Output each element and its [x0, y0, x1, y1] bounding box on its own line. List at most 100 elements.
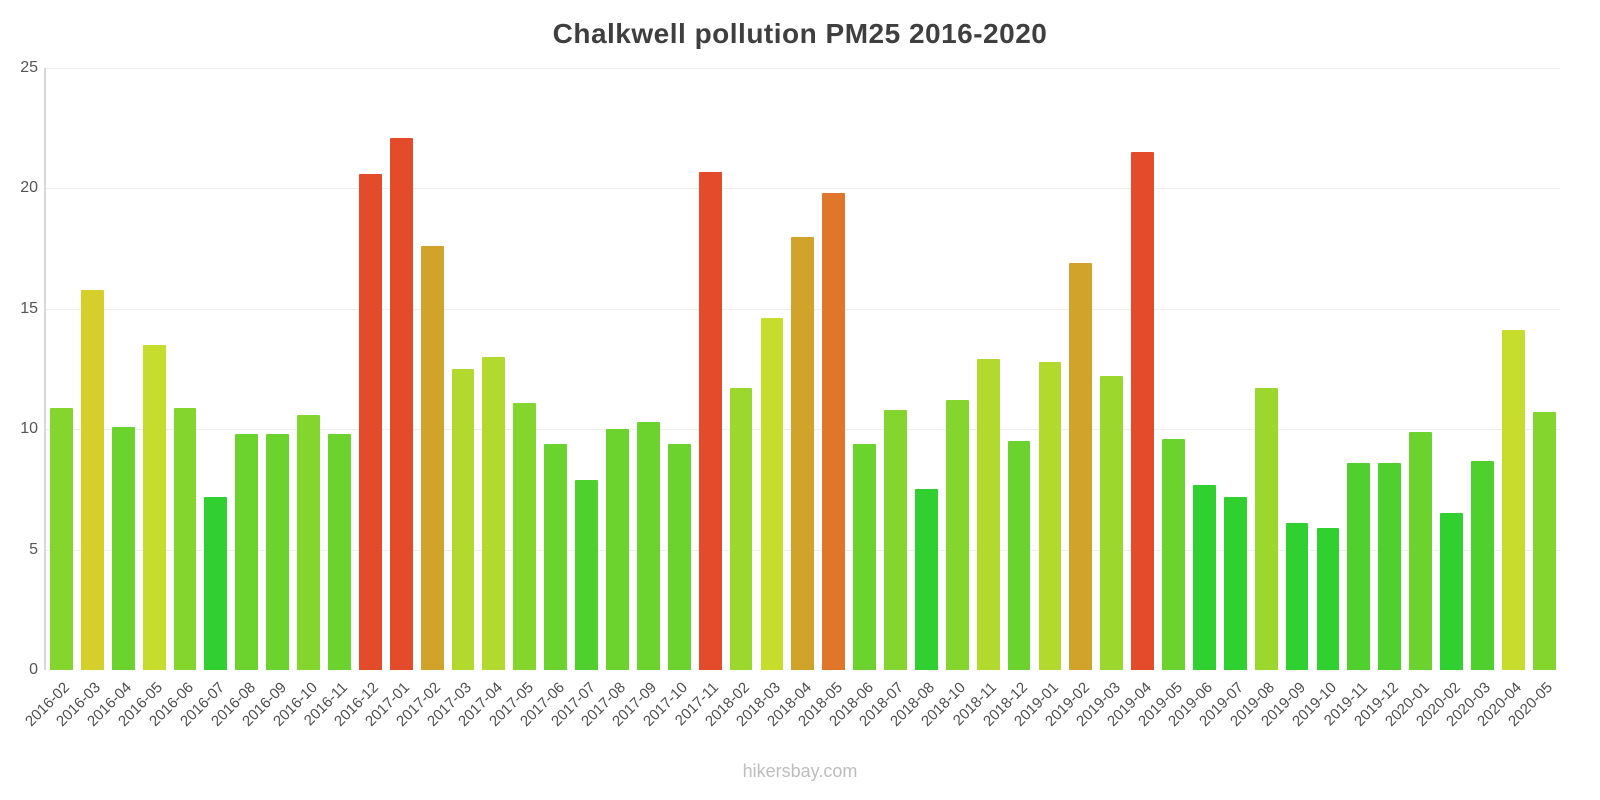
bar-2016-03[interactable] — [80, 289, 104, 670]
bar-slot: 2018-10 — [918, 68, 973, 730]
bar-slot: 2017-06 — [517, 68, 571, 730]
bar-2018-11[interactable] — [976, 359, 1000, 670]
bar-2018-05[interactable] — [822, 193, 846, 670]
bar-slot: 2017-10 — [640, 68, 695, 730]
y-tick-label: 0 — [29, 661, 38, 678]
bar-2020-03[interactable] — [1470, 460, 1494, 670]
bar-slot: 2020-02 — [1413, 68, 1467, 730]
bar-2019-03[interactable] — [1100, 376, 1124, 670]
y-tick-label: 15 — [20, 299, 38, 317]
bar-2018-10[interactable] — [945, 400, 969, 670]
bar-2019-04[interactable] — [1131, 152, 1155, 670]
bar-2017-05[interactable] — [513, 402, 537, 670]
bar-2018-12[interactable] — [1007, 441, 1031, 670]
bar-slot: 2019-10 — [1289, 68, 1344, 730]
bar-slot: 2019-02 — [1042, 68, 1096, 730]
bar-2017-10[interactable] — [667, 443, 691, 670]
bar-2020-01[interactable] — [1409, 431, 1433, 670]
bar-2019-02[interactable] — [1069, 263, 1093, 670]
bar-slot: 2019-06 — [1165, 68, 1220, 730]
bar-slot: 2017-04 — [455, 68, 509, 730]
bar-2020-02[interactable] — [1440, 513, 1463, 670]
bar-slot: 2017-08 — [579, 68, 633, 730]
y-tick-label: 25 — [20, 59, 38, 76]
bar-2016-07[interactable] — [204, 496, 228, 670]
bar-slot: 2017-09 — [609, 68, 664, 730]
bar-slot: 2020-04 — [1474, 68, 1529, 730]
bar-2019-12[interactable] — [1378, 462, 1402, 670]
bar-2019-11[interactable] — [1347, 462, 1371, 670]
y-tick-label: 20 — [20, 179, 38, 197]
bar-2017-03[interactable] — [451, 369, 475, 670]
bar-slot: 2018-12 — [980, 68, 1035, 730]
bar-slot: 2016-08 — [208, 68, 262, 730]
bar-2016-11[interactable] — [328, 434, 351, 670]
bar-2016-12[interactable] — [358, 173, 382, 670]
bar-2016-06[interactable] — [173, 407, 197, 670]
bar-2019-01[interactable] — [1038, 361, 1062, 670]
bar-2020-04[interactable] — [1501, 330, 1525, 670]
bar-slot: 2018-08 — [887, 68, 942, 730]
bar-2019-08[interactable] — [1254, 388, 1278, 670]
bar-slot: 2019-04 — [1104, 68, 1158, 730]
bar-slot: 2020-05 — [1505, 68, 1560, 730]
bar-slot: 2018-05 — [795, 68, 849, 730]
bar-slot: 2016-12 — [331, 68, 386, 730]
chart-body: 0 5 10 15 20 25 2016-02 2016-03 2016-04 2016-05 2… — [8, 59, 1560, 730]
bar-2017-01[interactable] — [389, 137, 413, 670]
bar-2016-02[interactable] — [50, 407, 73, 670]
bar-2017-08[interactable] — [606, 429, 629, 670]
gridline — [46, 68, 1560, 69]
bar-slot: 2016-06 — [146, 68, 201, 730]
gridline — [46, 188, 1560, 190]
bar-slot: 2016-11 — [301, 68, 355, 729]
bar-slot: 2018-02 — [702, 68, 757, 730]
bar-slot: 2016-09 — [239, 68, 293, 730]
y-tick-label: 5 — [29, 540, 38, 558]
bar-slot: 2017-01 — [362, 68, 417, 730]
bar-2017-04[interactable] — [482, 356, 506, 670]
bar-2017-11[interactable] — [698, 171, 722, 670]
bar-2019-06[interactable] — [1192, 484, 1216, 670]
bar-slot: 2020-03 — [1443, 68, 1498, 730]
bar-2018-08[interactable] — [914, 489, 938, 670]
bar-slot: 2019-12 — [1351, 68, 1405, 730]
bar-2018-06[interactable] — [853, 443, 877, 670]
bar-2016-05[interactable] — [142, 344, 166, 670]
bar-slot: 2017-02 — [393, 68, 448, 730]
bar-2018-07[interactable] — [884, 409, 907, 670]
bar-2019-09[interactable] — [1285, 523, 1309, 670]
bar-2016-09[interactable] — [266, 434, 290, 670]
bar-slot: 2019-11 — [1321, 68, 1374, 729]
bar-slot: 2018-11 — [950, 68, 1004, 729]
bar-slot: 2016-05 — [115, 68, 170, 730]
bar-2019-10[interactable] — [1316, 527, 1340, 670]
bar-slot: 2017-05 — [486, 68, 540, 730]
bar-slot: 2019-07 — [1196, 68, 1251, 730]
bar-2019-07[interactable] — [1223, 496, 1247, 670]
source-link[interactable]: hikersbay.com — [742, 761, 858, 781]
bar-slot: 2018-06 — [826, 68, 880, 730]
bar-2016-08[interactable] — [235, 434, 259, 670]
bar-slot: 2020-01 — [1382, 68, 1436, 730]
bar-slot: 2016-04 — [84, 68, 139, 730]
bar-2017-07[interactable] — [575, 479, 598, 670]
bar-slot: 2017-07 — [548, 68, 602, 730]
bar-2017-06[interactable] — [544, 443, 568, 670]
bar-slot: 2019-05 — [1135, 68, 1189, 730]
bar-2019-05[interactable] — [1162, 438, 1185, 670]
bar-2018-02[interactable] — [729, 388, 753, 670]
bar-slot: 2017-11 — [672, 68, 726, 729]
bar-2016-10[interactable] — [297, 414, 320, 670]
plot-area: 2016-02 2016-03 2016-04 2016-05 2016-06 2016-… — [23, 68, 1560, 730]
bar-2016-04[interactable] — [111, 426, 135, 670]
bar-2017-09[interactable] — [636, 421, 660, 670]
bar-2018-04[interactable] — [791, 236, 815, 670]
bar-2018-03[interactable] — [760, 318, 784, 670]
bar-slot: 2019-08 — [1227, 68, 1282, 730]
bar-slot: 2018-04 — [764, 68, 818, 730]
bar-2020-05[interactable] — [1532, 412, 1556, 670]
bar-slot: 2016-03 — [53, 68, 108, 730]
bar-2017-02[interactable] — [420, 246, 444, 670]
